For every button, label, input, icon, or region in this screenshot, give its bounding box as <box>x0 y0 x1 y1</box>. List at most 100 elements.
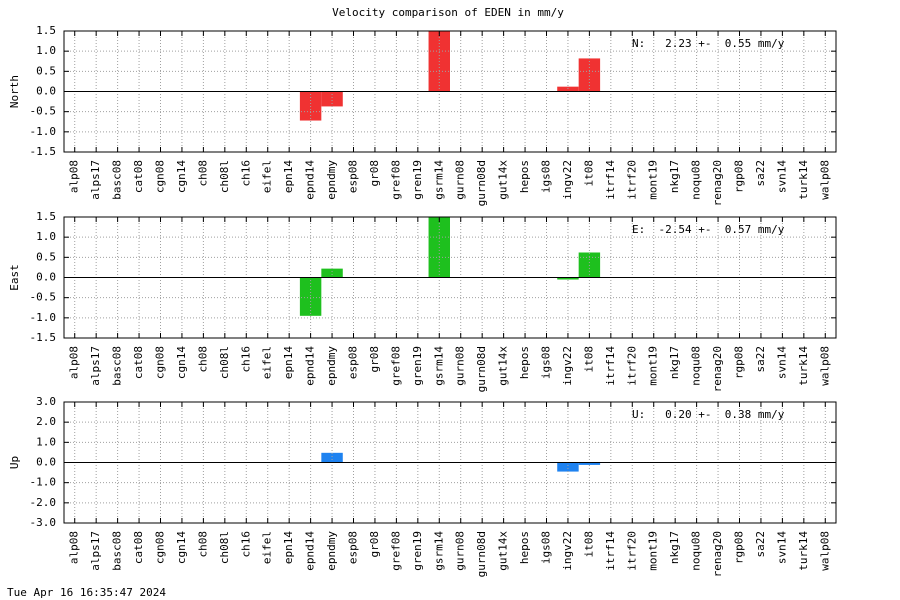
x-tick-label: cgn14 <box>175 160 188 193</box>
x-tick-label: itrf14 <box>604 531 617 571</box>
x-tick-label: it08 <box>582 160 595 187</box>
x-tick-label: epn14 <box>282 160 295 193</box>
x-tick-label: nkg17 <box>668 160 681 193</box>
plot-frame <box>63 30 837 153</box>
y-tick-label: -2.0 <box>30 496 57 509</box>
annotation: N: 2.23 +- 0.55 mm/y <box>632 37 785 50</box>
x-tick-label: mont19 <box>647 160 660 200</box>
y-tick-label: 2.0 <box>36 415 56 428</box>
x-tick-label: noqu08 <box>690 160 703 200</box>
y-tick-label: 1.0 <box>36 435 56 448</box>
x-tick-label: gref08 <box>389 346 402 386</box>
x-tick-label: rgp08 <box>733 160 746 193</box>
x-tick-label: gren19 <box>411 531 424 571</box>
x-tick-label: walp08 <box>818 346 831 386</box>
x-tick-label: renag20 <box>711 346 724 392</box>
x-tick-label: igs08 <box>540 346 553 379</box>
y-tick-label: 0.0 <box>36 456 56 469</box>
bar <box>321 91 343 107</box>
x-tick-label: igs08 <box>540 160 553 193</box>
x-tick-label: gr08 <box>368 531 381 558</box>
x-tick-label: gurn08d <box>475 160 488 206</box>
x-tick-label: alp08 <box>68 160 81 193</box>
y-axis-label: East <box>8 264 21 291</box>
y-tick-label: -1.0 <box>30 311 57 324</box>
x-tick-label: gren19 <box>411 346 424 386</box>
x-tick-label: ch16 <box>239 346 252 373</box>
y-tick-label: 0.5 <box>36 64 56 77</box>
x-tick-label: rgp08 <box>733 531 746 564</box>
x-tick-label: hepos <box>518 160 531 193</box>
x-tick-label: walp08 <box>818 160 831 200</box>
bars <box>321 452 601 472</box>
y-tick-label: -1.5 <box>30 145 57 158</box>
x-tick-label: svn14 <box>775 346 788 379</box>
x-tick-label: itrf14 <box>604 346 617 386</box>
x-tick-label: svn14 <box>775 531 788 564</box>
x-tick-label: esp08 <box>347 160 360 193</box>
x-tick-label: ch08 <box>196 531 209 558</box>
y-tick-label: -3.0 <box>30 516 57 529</box>
x-tick-label: epn14 <box>282 531 295 564</box>
bar <box>557 277 579 280</box>
x-tick-label: hepos <box>518 531 531 564</box>
x-tick-label: gsrm14 <box>432 346 445 386</box>
x-tick-label: turk14 <box>797 160 810 200</box>
x-tick-label: itrf20 <box>625 346 638 386</box>
chart-title: Velocity comparison of EDEN in mm/y <box>332 6 564 19</box>
bars <box>299 31 601 121</box>
x-tick-label: eifel <box>261 531 274 564</box>
x-tick-label: gr08 <box>368 160 381 187</box>
x-tick-label: alp08 <box>68 346 81 379</box>
y-tick-label: 1.0 <box>36 44 56 57</box>
x-tick-label: gut14x <box>497 346 510 386</box>
x-tick-label: nkg17 <box>668 531 681 564</box>
x-tick-label: ch08l <box>218 346 231 379</box>
annotation: U: 0.20 +- 0.38 mm/y <box>632 408 785 421</box>
bar <box>557 462 579 472</box>
x-tick-label: it08 <box>582 346 595 373</box>
x-tick-label: gref08 <box>389 531 402 571</box>
x-tick-label: alp08 <box>68 531 81 564</box>
y-tick-label: -0.5 <box>30 291 57 304</box>
x-tick-label: renag20 <box>711 531 724 577</box>
x-tick-label: cgn14 <box>175 531 188 564</box>
x-tick-label: itrf20 <box>625 160 638 200</box>
bar <box>578 462 601 465</box>
y-tick-label: -1.5 <box>30 331 57 344</box>
x-tick-label: epndmy <box>325 160 338 200</box>
bars <box>299 217 601 316</box>
x-tick-label: turk14 <box>797 531 810 571</box>
x-tick-label: mont19 <box>647 531 660 571</box>
bar <box>578 58 601 92</box>
x-tick-label: ch08 <box>196 160 209 187</box>
x-tick-label: rgp08 <box>733 346 746 379</box>
x-tick-label: basc08 <box>111 346 124 386</box>
x-tick-label: gsrm14 <box>432 531 445 571</box>
x-tick-label: svn14 <box>775 160 788 193</box>
x-tick-label: esp08 <box>347 346 360 379</box>
y-tick-label: 3.0 <box>36 395 56 408</box>
x-tick-label: igs08 <box>540 531 553 564</box>
y-tick-label: 0.0 <box>36 85 56 98</box>
x-tick-label: walp08 <box>818 531 831 571</box>
x-tick-label: esp08 <box>347 531 360 564</box>
x-tick-label: alps17 <box>89 160 102 200</box>
bar <box>428 217 450 278</box>
bar <box>578 252 601 278</box>
x-tick-label: gurn08 <box>454 531 467 571</box>
x-tick-label: basc08 <box>111 160 124 200</box>
x-tick-label: ingv22 <box>561 346 574 386</box>
x-tick-label: itrf14 <box>604 160 617 200</box>
y-tick-label: 1.0 <box>36 230 56 243</box>
x-tick-label: ingv22 <box>561 531 574 571</box>
x-tick-label: gut14x <box>497 160 510 200</box>
x-tick-label: epndmy <box>325 531 338 571</box>
x-tick-label: ch08l <box>218 531 231 564</box>
footer: Tue Apr 16 16:35:47 2024 <box>7 586 166 599</box>
y-axis-label: Up <box>8 456 21 469</box>
y-tick-label: -1.0 <box>30 125 57 138</box>
x-tick-label: eifel <box>261 346 274 379</box>
x-tick-label: ch16 <box>239 160 252 187</box>
x-tick-label: epnd14 <box>304 531 317 571</box>
